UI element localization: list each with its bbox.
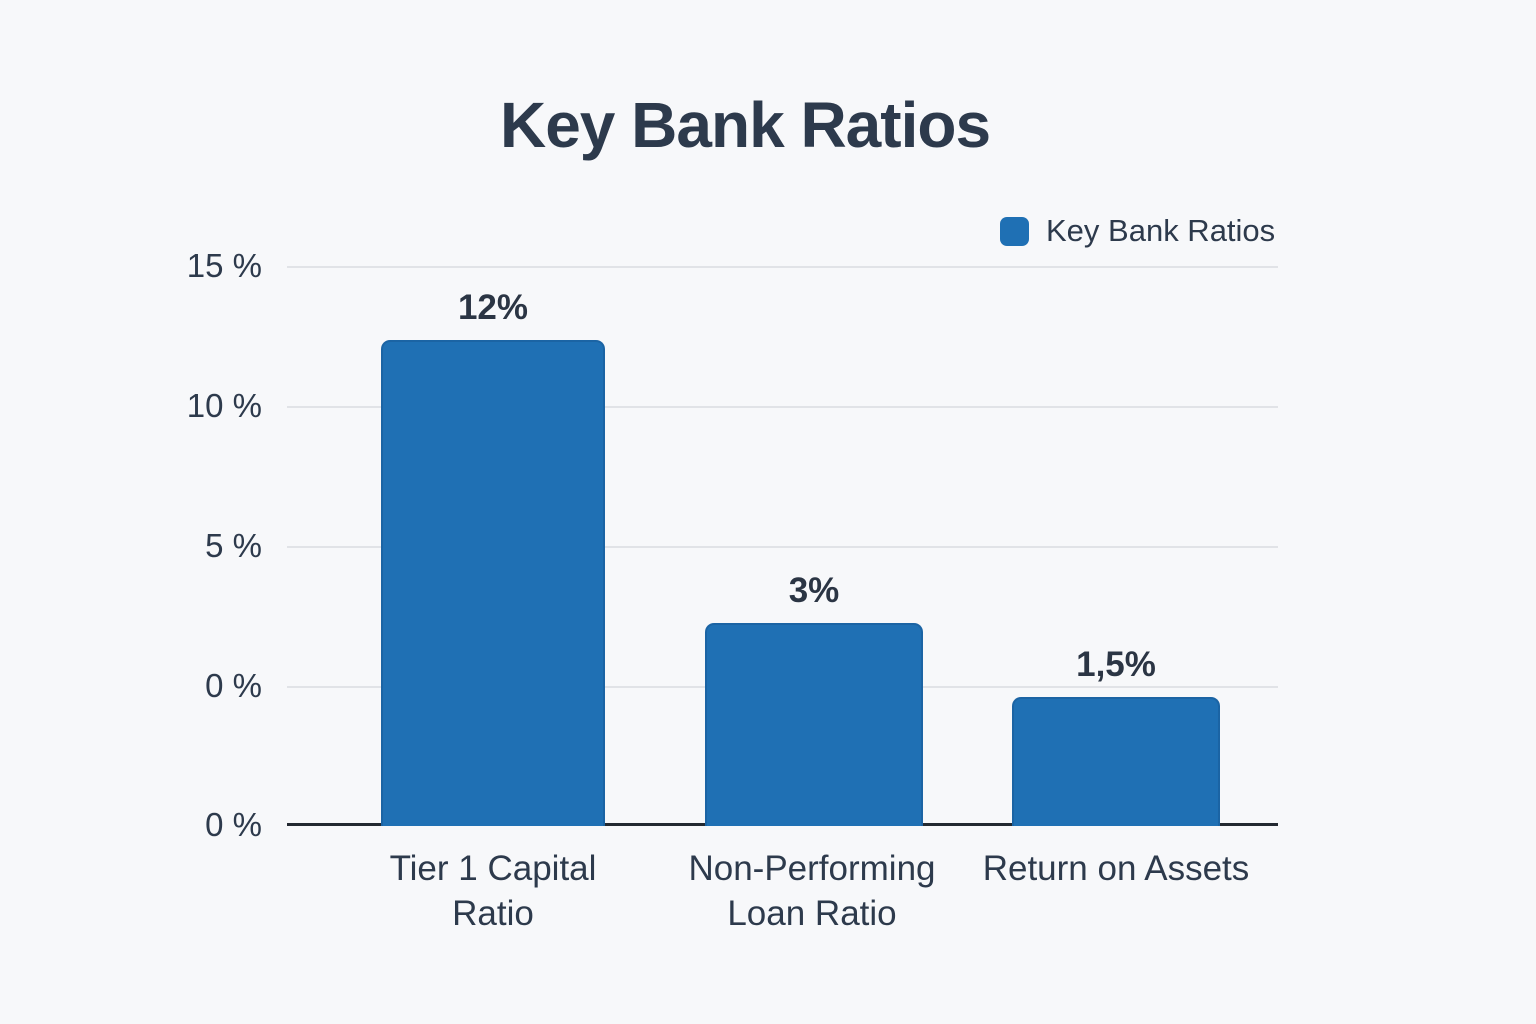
y-tick-label: 15 % [186, 247, 262, 284]
x-tick-line: Tier 1 Capital [389, 849, 597, 888]
bar-tier1-capital-ratio [381, 340, 605, 826]
chart-title: Key Bank Ratios [499, 89, 991, 161]
y-tick-label: 5 % [205, 527, 262, 564]
gridline [287, 546, 1278, 548]
gridline [287, 406, 1278, 408]
x-tick-label: Non-Performing Loan Ratio [637, 846, 987, 936]
bar-non-performing-loan-ratio [705, 623, 923, 826]
bar-return-on-assets [1012, 697, 1220, 826]
gridline [287, 266, 1278, 268]
y-tick-label: 0 % [205, 806, 262, 843]
x-tick-line: Ratio [452, 894, 534, 933]
plot-area: 12% 3% 1,5% [287, 266, 1278, 826]
y-tick-label: 0 % [205, 667, 262, 704]
legend: Key Bank Ratios [1000, 213, 1275, 249]
legend-label: Key Bank Ratios [1046, 213, 1276, 248]
x-tick-label: Return on Assets [941, 846, 1291, 891]
bar-value-label: 1,5% [1076, 645, 1156, 684]
x-tick-label: Tier 1 Capital Ratio [318, 846, 668, 936]
y-tick-label: 10 % [186, 387, 262, 424]
bar-value-label: 12% [457, 288, 529, 327]
bar-value-label: 3% [788, 571, 840, 610]
x-tick-line: Return on Assets [982, 849, 1250, 888]
x-tick-line: Loan Ratio [727, 894, 897, 933]
legend-swatch-icon [1000, 216, 1029, 246]
x-tick-line: Non-Performing [688, 849, 936, 888]
